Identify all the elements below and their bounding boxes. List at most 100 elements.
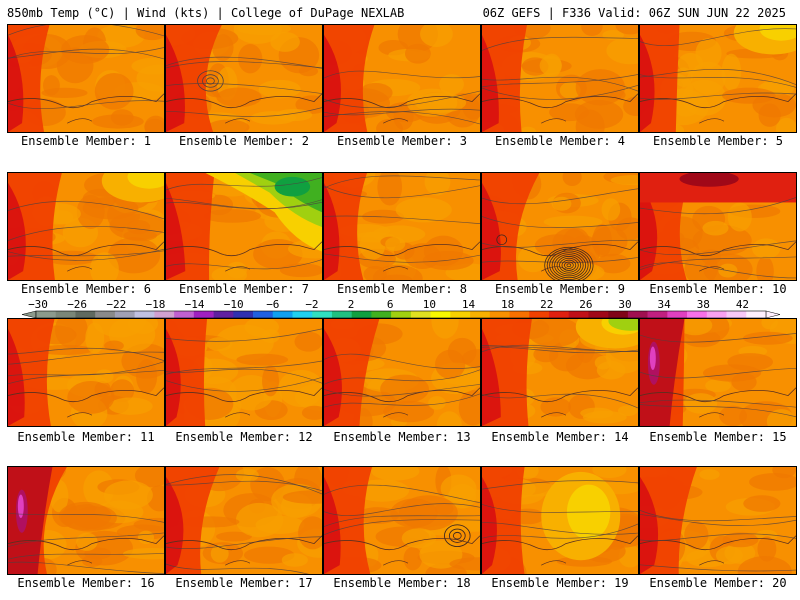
ensemble-member-map	[481, 172, 639, 281]
ensemble-member-label: Ensemble Member: 13	[333, 430, 471, 444]
ensemble-member-label: Ensemble Member: 14	[491, 430, 629, 444]
colorbar-tick-label: −18	[145, 300, 165, 311]
ensemble-member-label: Ensemble Member: 8	[336, 282, 468, 296]
colorbar-tick-labels: −30 −26 −22 −18 −14 −10 −6 −2 2 6 10 14 18 22 26 30 34 38…	[28, 300, 749, 311]
temperature-map-image	[482, 173, 638, 280]
colorbar-swatch	[509, 311, 530, 318]
temperature-map-image	[8, 467, 164, 574]
ensemble-member-map	[7, 172, 165, 281]
ensemble-member-map	[639, 24, 797, 133]
ensemble-member-label: Ensemble Member: 5	[652, 134, 784, 148]
ensemble-member-map	[165, 24, 323, 133]
colorbar-swatch	[410, 311, 431, 318]
temperature-map-image	[166, 25, 322, 132]
ensemble-member-map	[639, 318, 797, 427]
ensemble-member-map	[165, 172, 323, 281]
ensemble-member-map	[323, 466, 481, 575]
colorbar-swatch	[371, 311, 392, 318]
temperature-map-image	[324, 173, 480, 280]
temperature-map-image	[640, 319, 796, 426]
ensemble-member-map	[481, 24, 639, 133]
colorbar-swatch	[292, 311, 313, 318]
colorbar-swatch	[114, 311, 135, 318]
ensemble-member-map	[481, 466, 639, 575]
ensemble-member-label: Ensemble Member: 7	[178, 282, 310, 296]
colorbar-swatch	[55, 311, 76, 318]
ensemble-member-map	[639, 172, 797, 281]
colorbar-swatch	[213, 311, 234, 318]
colorbar-tick-label: 14	[462, 300, 476, 311]
colorbar-max-arrow	[765, 310, 780, 319]
temperature-map-image	[482, 467, 638, 574]
temperature-map-image	[166, 467, 322, 574]
ensemble-member-label: Ensemble Member: 20	[649, 576, 787, 590]
ensemble-member-map	[165, 318, 323, 427]
colorbar-swatch	[331, 311, 352, 318]
colorbar-swatch	[667, 311, 688, 318]
ensemble-member-map	[165, 466, 323, 575]
colorbar-tick-label: 2	[348, 300, 355, 311]
colorbar-swatch	[529, 311, 550, 318]
ensemble-member-map	[481, 318, 639, 427]
colorbar-min-arrow	[22, 310, 37, 319]
ensemble-member-label: Ensemble Member: 17	[175, 576, 313, 590]
temperature-map-image	[8, 25, 164, 132]
colorbar-swatch	[588, 311, 609, 318]
colorbar-tick-label: 38	[697, 300, 710, 311]
colorbar-swatch	[233, 311, 254, 318]
ensemble-member-label: Ensemble Member: 15	[649, 430, 787, 444]
temperature-map-image	[324, 319, 480, 426]
colorbar-swatch	[134, 311, 155, 318]
colorbar-tick-label: 30	[618, 300, 631, 311]
colorbar-tick-label: 26	[579, 300, 592, 311]
colorbar-tick-label: 22	[540, 300, 553, 311]
colorbar-tick-label: 42	[736, 300, 749, 311]
colorbar-swatch	[75, 311, 96, 318]
ensemble-member-label: Ensemble Member: 9	[494, 282, 626, 296]
temperature-map-image	[324, 25, 480, 132]
temperature-map-image	[8, 319, 164, 426]
colorbar-tick-label: 10	[423, 300, 436, 311]
model-valid-time: 06Z GEFS | F336 Valid: 06Z SUN JUN 22 20…	[482, 6, 786, 20]
colorbar-swatches	[22, 310, 780, 319]
temperature-map-image	[640, 467, 796, 574]
colorbar-swatch	[548, 311, 570, 318]
colorbar-tick-label: −10	[224, 300, 244, 311]
ensemble-member-label: Ensemble Member: 10	[649, 282, 787, 296]
colorbar-tick-label: −2	[305, 300, 318, 311]
ensemble-member-label: Ensemble Member: 1	[20, 134, 152, 148]
ensemble-member-label: Ensemble Member: 12	[175, 430, 313, 444]
temperature-map-image	[482, 25, 638, 132]
colorbar-tick-label: −26	[67, 300, 87, 311]
ensemble-member-map	[639, 466, 797, 575]
colorbar-swatch	[36, 311, 57, 318]
ensemble-member-label: Ensemble Member: 19	[491, 576, 629, 590]
colorbar-swatch	[95, 311, 116, 318]
ensemble-member-label: Ensemble Member: 18	[333, 576, 471, 590]
colorbar-swatch	[253, 311, 274, 318]
colorbar-tick-label: 34	[658, 300, 672, 311]
colorbar-swatch	[450, 311, 471, 318]
colorbar-tick-label: −30	[28, 300, 48, 311]
ensemble-member-map	[7, 466, 165, 575]
colorbar-tick-label: 6	[387, 300, 394, 311]
ensemble-member-label: Ensemble Member: 4	[494, 134, 626, 148]
ensemble-member-map	[7, 24, 165, 133]
colorbar-swatch	[470, 311, 491, 318]
colorbar-swatch	[193, 311, 214, 318]
temperature-map-image	[482, 319, 638, 426]
colorbar-tick-label: −14	[185, 300, 205, 311]
colorbar-swatch	[627, 311, 648, 318]
ensemble-member-label: Ensemble Member: 2	[178, 134, 310, 148]
colorbar-tick-label: −22	[106, 300, 126, 311]
temperature-map-image	[640, 173, 796, 280]
colorbar-swatch	[174, 311, 195, 318]
colorbar-swatch	[608, 311, 629, 318]
temperature-map-image	[8, 173, 164, 280]
colorbar-swatch	[489, 311, 510, 318]
ensemble-member-label: Ensemble Member: 11	[17, 430, 155, 444]
ensemble-member-label: Ensemble Member: 16	[17, 576, 155, 590]
colorbar-swatch	[706, 311, 727, 318]
temperature-colorbar: −30 −26 −22 −18 −14 −10 −6 −2 2 6 10 14 18 22 26 30 34 38…	[22, 300, 780, 319]
temperature-map-image	[640, 25, 796, 132]
